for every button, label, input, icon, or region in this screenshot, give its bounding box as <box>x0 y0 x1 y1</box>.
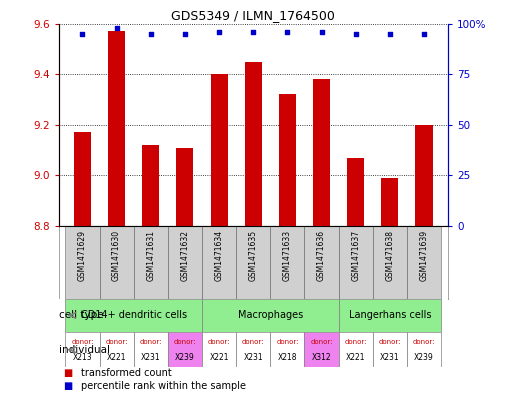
Bar <box>202 332 236 367</box>
Point <box>249 29 257 35</box>
Text: GSM1471632: GSM1471632 <box>180 230 189 281</box>
Text: donor:: donor: <box>71 339 94 345</box>
Bar <box>134 332 168 367</box>
Bar <box>373 332 407 367</box>
Bar <box>100 226 134 299</box>
Text: X221: X221 <box>209 353 229 362</box>
Bar <box>177 147 193 226</box>
Bar <box>347 158 364 226</box>
Bar <box>202 299 338 332</box>
Text: GSM1471639: GSM1471639 <box>419 230 429 281</box>
Bar <box>142 145 159 226</box>
Text: GSM1471630: GSM1471630 <box>112 230 121 281</box>
Bar <box>202 226 236 299</box>
Text: X239: X239 <box>414 353 434 362</box>
Point <box>215 29 223 35</box>
Point <box>78 31 87 37</box>
Point <box>284 29 292 35</box>
Text: individual: individual <box>59 345 110 355</box>
Bar <box>373 226 407 299</box>
Text: GSM1471636: GSM1471636 <box>317 230 326 281</box>
Text: X213: X213 <box>73 353 92 362</box>
Text: donor:: donor: <box>276 339 299 345</box>
Point <box>181 31 189 37</box>
Text: GSM1471635: GSM1471635 <box>249 230 258 281</box>
Text: X221: X221 <box>346 353 365 362</box>
Text: X312: X312 <box>312 353 331 362</box>
Bar <box>415 125 433 226</box>
Bar <box>245 62 262 226</box>
Text: GSM1471637: GSM1471637 <box>351 230 360 281</box>
Bar <box>74 132 91 226</box>
Bar <box>236 226 270 299</box>
Title: GDS5349 / ILMN_1764500: GDS5349 / ILMN_1764500 <box>172 9 335 22</box>
Bar <box>211 74 228 226</box>
Text: ■: ■ <box>64 381 73 391</box>
Text: Langerhans cells: Langerhans cells <box>349 310 431 320</box>
Bar <box>100 332 134 367</box>
Text: GSM1471629: GSM1471629 <box>78 230 87 281</box>
Bar <box>407 332 441 367</box>
Bar <box>65 226 100 299</box>
Bar <box>313 79 330 226</box>
Text: X231: X231 <box>380 353 400 362</box>
Text: GSM1471638: GSM1471638 <box>385 230 394 281</box>
Bar <box>338 226 373 299</box>
Bar <box>270 332 304 367</box>
Bar <box>338 299 441 332</box>
Text: percentile rank within the sample: percentile rank within the sample <box>81 381 246 391</box>
Bar <box>407 226 441 299</box>
Text: donor:: donor: <box>413 339 435 345</box>
Bar <box>236 332 270 367</box>
Point <box>147 31 155 37</box>
Bar <box>279 94 296 226</box>
Bar <box>168 226 202 299</box>
Text: donor:: donor: <box>242 339 265 345</box>
Bar <box>134 226 168 299</box>
Bar <box>270 226 304 299</box>
Bar <box>65 332 100 367</box>
Bar <box>304 226 338 299</box>
Text: X221: X221 <box>107 353 126 362</box>
Text: X239: X239 <box>175 353 195 362</box>
Text: X231: X231 <box>141 353 160 362</box>
Text: X218: X218 <box>277 353 297 362</box>
Text: Macrophages: Macrophages <box>238 310 303 320</box>
Point <box>420 31 428 37</box>
Text: donor:: donor: <box>105 339 128 345</box>
Point <box>386 31 394 37</box>
Point <box>352 31 360 37</box>
Bar <box>65 299 202 332</box>
Point <box>318 29 326 35</box>
Text: donor:: donor: <box>345 339 367 345</box>
Bar <box>168 332 202 367</box>
Text: GSM1471634: GSM1471634 <box>215 230 223 281</box>
Point <box>112 24 121 31</box>
Bar <box>108 31 125 226</box>
Text: donor:: donor: <box>174 339 196 345</box>
Text: ■: ■ <box>64 367 73 378</box>
Text: transformed count: transformed count <box>81 367 172 378</box>
Text: GSM1471633: GSM1471633 <box>283 230 292 281</box>
Bar <box>338 332 373 367</box>
Text: donor:: donor: <box>139 339 162 345</box>
Text: donor:: donor: <box>208 339 230 345</box>
Text: X231: X231 <box>243 353 263 362</box>
Bar <box>381 178 399 226</box>
Text: cell type: cell type <box>59 310 104 320</box>
Text: GSM1471631: GSM1471631 <box>146 230 155 281</box>
Text: donor:: donor: <box>379 339 401 345</box>
Text: donor:: donor: <box>310 339 333 345</box>
Bar <box>304 332 338 367</box>
Text: CD14+ dendritic cells: CD14+ dendritic cells <box>80 310 187 320</box>
